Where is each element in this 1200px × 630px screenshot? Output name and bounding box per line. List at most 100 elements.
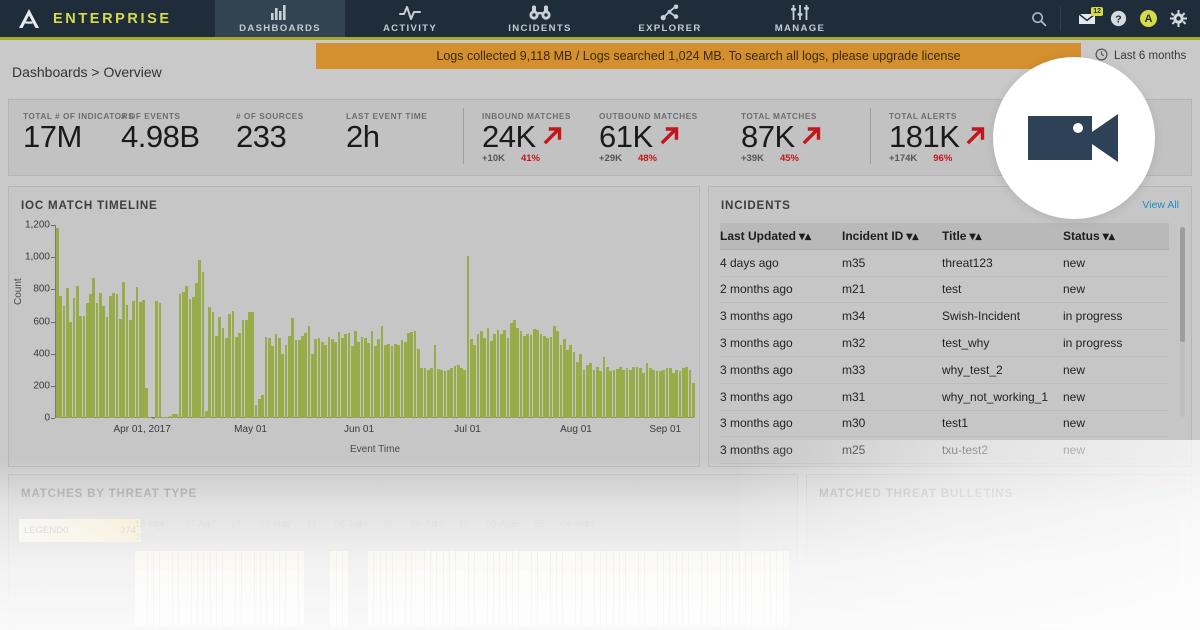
- heatmap-cell[interactable]: [475, 570, 481, 589]
- heatmap-cell[interactable]: [273, 570, 280, 589]
- heatmap-cell[interactable]: [160, 551, 166, 570]
- heatmap-cell[interactable]: [777, 608, 783, 627]
- heatmap-cell[interactable]: [663, 589, 670, 608]
- heatmap-cell[interactable]: [468, 589, 475, 608]
- bar[interactable]: [566, 350, 569, 418]
- bar[interactable]: [79, 315, 82, 418]
- heatmap-cell[interactable]: [632, 589, 638, 608]
- bar[interactable]: [639, 368, 642, 418]
- heatmap-cell[interactable]: [160, 589, 166, 608]
- heatmap-cell[interactable]: [764, 570, 771, 589]
- bar[interactable]: [327, 336, 331, 418]
- bulletins-col-name[interactable]: Name: [871, 541, 904, 555]
- bar[interactable]: [201, 271, 205, 418]
- heatmap-cell[interactable]: [487, 589, 494, 608]
- heatmap-cell[interactable]: [663, 551, 670, 570]
- nav-item-explorer[interactable]: EXPLORER: [605, 0, 735, 37]
- heatmap-cell[interactable]: [336, 608, 342, 627]
- bar[interactable]: [632, 367, 636, 418]
- heatmap-cell[interactable]: [752, 608, 758, 627]
- heatmap-cell[interactable]: [619, 589, 626, 608]
- heatmap-cell[interactable]: [475, 551, 481, 570]
- heatmap-cell[interactable]: [607, 589, 613, 608]
- heatmap-cell[interactable]: [273, 551, 280, 570]
- heatmap-cell[interactable]: [374, 570, 380, 589]
- heatmap-cell[interactable]: [525, 589, 531, 608]
- heatmap-cell[interactable]: [582, 589, 588, 608]
- bar[interactable]: [158, 302, 162, 418]
- bar[interactable]: [105, 317, 109, 418]
- heatmap-cell[interactable]: [663, 570, 670, 589]
- heatmap-cell[interactable]: [216, 608, 223, 627]
- bar[interactable]: [602, 356, 606, 418]
- bar[interactable]: [271, 345, 275, 418]
- nav-item-activity[interactable]: ACTIVITY: [345, 0, 475, 37]
- heatmap-cell[interactable]: [506, 589, 513, 608]
- heatmap-cell[interactable]: [412, 608, 418, 627]
- heatmap-cell[interactable]: [235, 570, 242, 589]
- heatmap-cell[interactable]: [210, 608, 217, 627]
- heatmap-cell[interactable]: [298, 570, 305, 589]
- bar[interactable]: [231, 310, 235, 418]
- heatmap-cell[interactable]: [575, 570, 582, 589]
- bar[interactable]: [370, 331, 374, 418]
- heatmap-cell[interactable]: [689, 608, 695, 627]
- incidents-scrollbar-thumb[interactable]: [1180, 227, 1185, 342]
- heatmap-cell[interactable]: [380, 608, 387, 627]
- bar[interactable]: [248, 311, 251, 418]
- bar[interactable]: [579, 354, 583, 418]
- heatmap-cell[interactable]: [538, 608, 544, 627]
- heatmap-cell[interactable]: [544, 589, 550, 608]
- heatmap-cell[interactable]: [569, 589, 575, 608]
- heatmap-cell[interactable]: [286, 551, 292, 570]
- bar[interactable]: [635, 366, 639, 418]
- heatmap-cell[interactable]: [185, 570, 191, 589]
- bar[interactable]: [688, 369, 692, 418]
- heatmap-cell[interactable]: [147, 570, 154, 589]
- bar[interactable]: [301, 335, 304, 418]
- heatmap-cell[interactable]: [475, 608, 481, 627]
- heatmap-cell[interactable]: [191, 551, 198, 570]
- incidents-table-row[interactable]: 3 months ago m25 txu-test2 new: [720, 437, 1169, 465]
- heatmap-cell[interactable]: [449, 608, 456, 627]
- heatmap-cell[interactable]: [367, 589, 374, 608]
- heatmap-cell[interactable]: [745, 570, 752, 589]
- heatmap-cell[interactable]: [714, 570, 720, 589]
- incidents-table-row[interactable]: 3 months ago m30 test1 new: [720, 411, 1169, 438]
- bar[interactable]: [503, 329, 506, 418]
- heatmap-cell[interactable]: [311, 570, 317, 589]
- heatmap-cell[interactable]: [405, 551, 412, 570]
- heatmap-cell[interactable]: [714, 608, 720, 627]
- heatmap-cell[interactable]: [286, 570, 292, 589]
- bar[interactable]: [208, 307, 212, 418]
- bar[interactable]: [595, 366, 599, 418]
- bar[interactable]: [377, 339, 381, 418]
- bar[interactable]: [294, 340, 298, 418]
- heatmap-cell[interactable]: [405, 589, 412, 608]
- heatmap-cell[interactable]: [764, 551, 771, 570]
- heatmap-cell[interactable]: [418, 589, 424, 608]
- heatmap-cell[interactable]: [475, 589, 481, 608]
- heatmap-cell[interactable]: [235, 589, 242, 608]
- heatmap-cell[interactable]: [726, 608, 733, 627]
- bar[interactable]: [82, 315, 86, 418]
- incidents-column-header[interactable]: Incident ID ▾▴: [842, 228, 919, 243]
- bar[interactable]: [682, 368, 685, 418]
- heatmap-cell[interactable]: [386, 570, 393, 589]
- heatmap-cell[interactable]: [764, 589, 771, 608]
- heatmap-cell[interactable]: [752, 570, 758, 589]
- bar[interactable]: [268, 338, 271, 418]
- heatmap-cell[interactable]: [380, 589, 387, 608]
- bar[interactable]: [59, 295, 63, 418]
- heatmap-cell[interactable]: [172, 570, 179, 589]
- heatmap-cell[interactable]: [682, 589, 689, 608]
- heatmap-cell[interactable]: [399, 608, 405, 627]
- heatmap-cell[interactable]: [783, 551, 790, 570]
- heatmap-cell[interactable]: [197, 570, 204, 589]
- bar[interactable]: [360, 336, 364, 418]
- heatmap-cell[interactable]: [342, 551, 349, 570]
- heatmap-cell[interactable]: [726, 589, 733, 608]
- heatmap-cell[interactable]: [318, 608, 324, 627]
- heatmap-cell[interactable]: [153, 608, 160, 627]
- heatmap-cell[interactable]: [468, 608, 475, 627]
